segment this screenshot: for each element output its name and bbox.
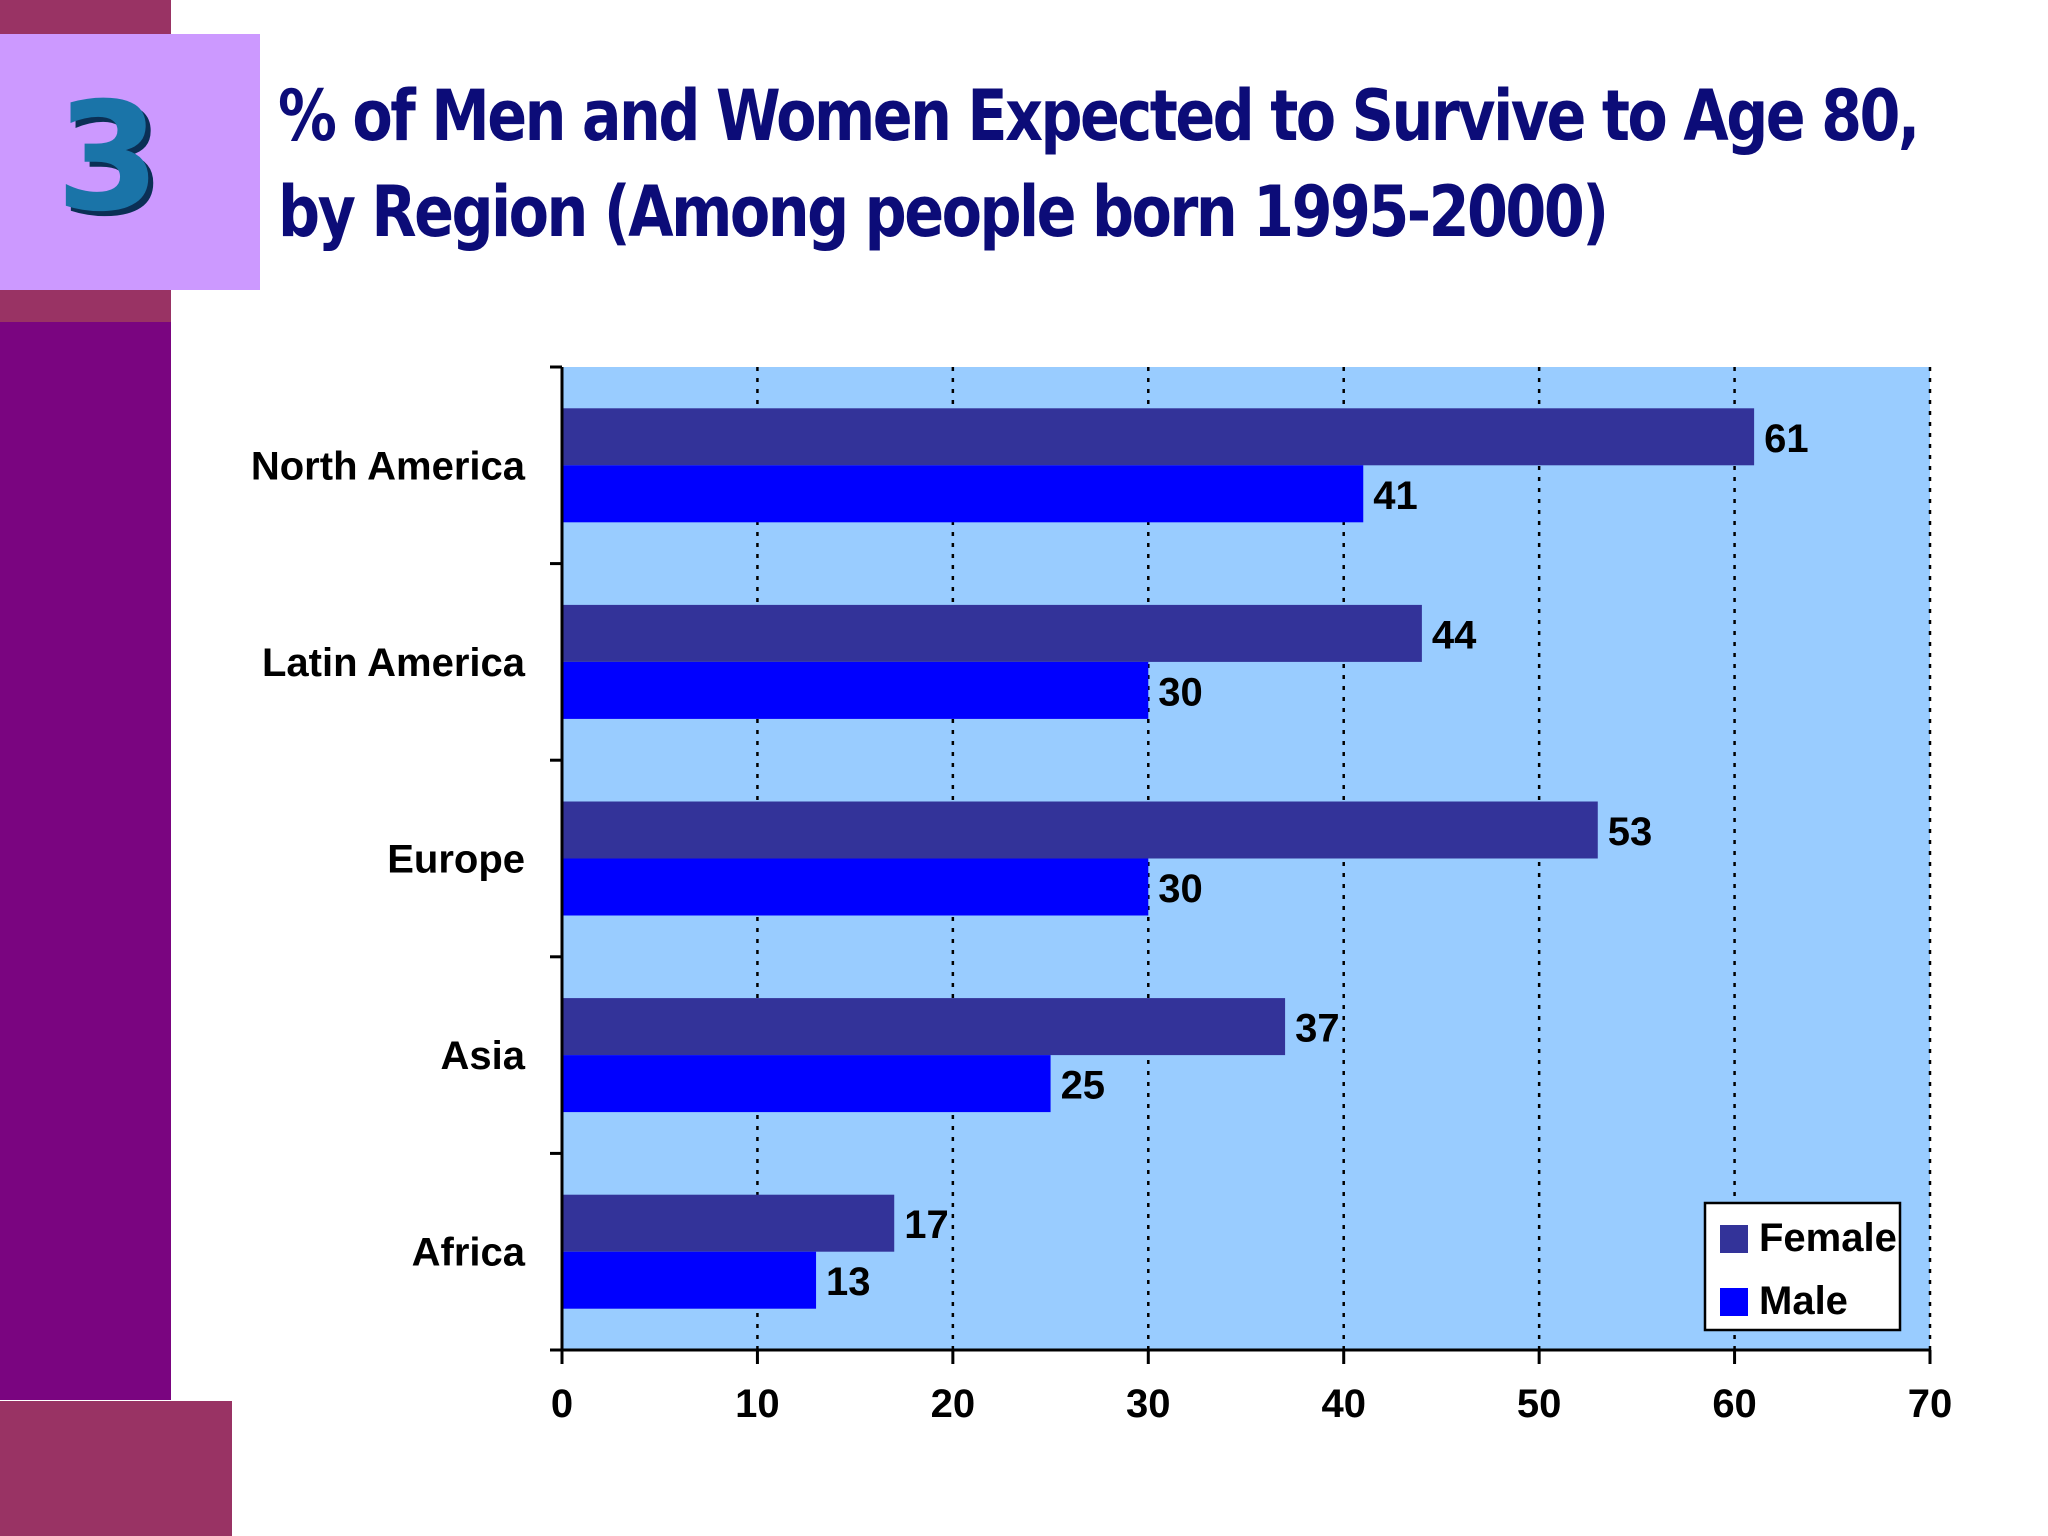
x-tick-label-70: 70 bbox=[1908, 1382, 1953, 1426]
bar-north-america-female bbox=[562, 408, 1755, 466]
bar-latin-america-female bbox=[562, 604, 1422, 662]
data-label-europe-male: 30 bbox=[1158, 867, 1203, 911]
legend-label-male: Male bbox=[1759, 1279, 1848, 1323]
slide-number: 3 bbox=[55, 71, 161, 245]
data-label-asia-male: 25 bbox=[1061, 1064, 1106, 1108]
x-tick-label-20: 20 bbox=[931, 1382, 976, 1426]
bar-europe-male bbox=[562, 858, 1149, 916]
x-tick-label-30: 30 bbox=[1126, 1382, 1171, 1426]
category-label-europe: Europe bbox=[387, 838, 525, 882]
labels: 61 41 North America 44 30 Latin America 53 30 Eu… bbox=[251, 417, 1952, 1426]
legend-swatch-male bbox=[1720, 1288, 1748, 1316]
slide-title-line-2: by Region (Among people born 1995-2000) bbox=[278, 171, 1609, 253]
side-stripe-rose-bottom bbox=[0, 1401, 232, 1536]
bar-asia-female bbox=[562, 998, 1286, 1056]
x-tick-label-0: 0 bbox=[551, 1382, 573, 1426]
x-tick-label-50: 50 bbox=[1517, 1382, 1562, 1426]
bars bbox=[562, 408, 1755, 1309]
data-label-africa-male: 13 bbox=[826, 1260, 871, 1304]
slide-title: % of Men and Women Expected to Survive t… bbox=[278, 68, 1920, 260]
data-label-africa-female: 17 bbox=[904, 1203, 949, 1247]
data-label-latin-america-female: 44 bbox=[1432, 613, 1477, 657]
bar-north-america-male bbox=[562, 465, 1364, 523]
data-label-asia-female: 37 bbox=[1295, 1007, 1340, 1051]
x-tick-label-10: 10 bbox=[735, 1382, 780, 1426]
x-tick-label-40: 40 bbox=[1321, 1382, 1366, 1426]
bar-latin-america-male bbox=[562, 661, 1149, 719]
axes bbox=[550, 365, 1932, 1364]
category-label-africa: Africa bbox=[412, 1231, 526, 1275]
category-label-latin-america: Latin America bbox=[262, 641, 526, 685]
data-label-europe-female: 53 bbox=[1608, 810, 1653, 854]
data-label-north-america-female: 61 bbox=[1764, 417, 1809, 461]
x-tick-label-60: 60 bbox=[1712, 1382, 1757, 1426]
legend-label-female: Female bbox=[1759, 1216, 1897, 1260]
bar-europe-female bbox=[562, 801, 1598, 859]
legend: Female Male bbox=[1703, 1201, 1902, 1332]
slide-number-box: 3 bbox=[0, 34, 260, 290]
bar-africa-male bbox=[562, 1251, 817, 1309]
slide-title-line-1: % of Men and Women Expected to Survive t… bbox=[278, 75, 1920, 157]
category-label-asia: Asia bbox=[441, 1034, 526, 1078]
legend-swatch-female bbox=[1720, 1225, 1748, 1253]
bar-africa-female bbox=[562, 1194, 895, 1252]
category-label-north-america: North America bbox=[251, 444, 526, 488]
bar-asia-male bbox=[562, 1055, 1051, 1113]
data-label-north-america-male: 41 bbox=[1373, 474, 1418, 518]
data-label-latin-america-male: 30 bbox=[1158, 670, 1203, 714]
